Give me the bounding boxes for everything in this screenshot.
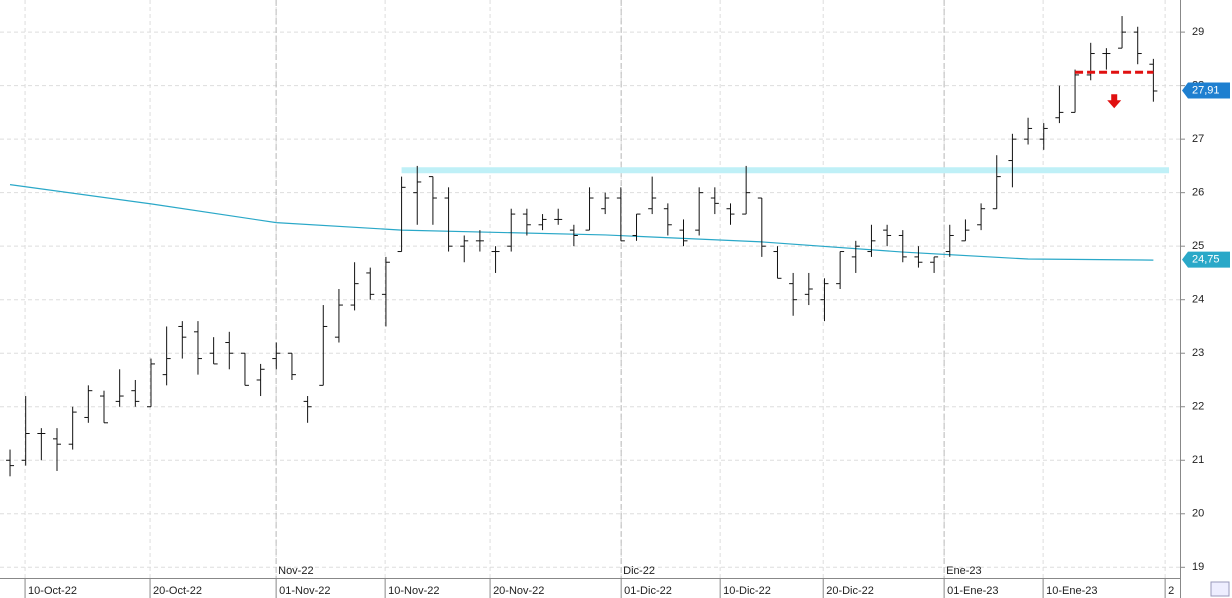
x-tick-label: 2 — [1168, 585, 1174, 597]
y-tick-label: 27 — [1192, 133, 1204, 145]
y-tick-label: 24 — [1192, 294, 1204, 306]
price-flag — [1182, 82, 1230, 99]
price-label: 27,91 — [1192, 84, 1220, 96]
x-tick-label: 20-Nov-22 — [493, 585, 544, 597]
corner-button[interactable] — [1210, 581, 1230, 597]
x-tick-label: 01-Nov-22 — [279, 585, 330, 597]
x-tick-label: 10-Dic-22 — [723, 585, 771, 597]
month-label: Nov-22 — [278, 565, 313, 577]
month-label: Dic-22 — [623, 565, 655, 577]
down-arrow — [1107, 94, 1122, 109]
y-tick-label: 21 — [1192, 454, 1204, 466]
x-tick-label: 20-Dic-22 — [826, 585, 874, 597]
x-tick-label: 01-Ene-23 — [947, 585, 998, 597]
y-tick-label: 23 — [1192, 347, 1204, 359]
y-tick-label: 19 — [1192, 561, 1204, 573]
y-tick-label: 26 — [1192, 187, 1204, 199]
y-tick-label: 20 — [1192, 508, 1204, 520]
y-tick-label: 25 — [1192, 240, 1204, 252]
y-tick-label: 22 — [1192, 401, 1204, 413]
plot-area — [0, 0, 1180, 578]
x-tick-label: 10-Ene-23 — [1046, 585, 1097, 597]
x-tick-label: 20-Oct-22 — [153, 585, 202, 597]
price-label: 24,75 — [1192, 253, 1220, 265]
price-flag — [1182, 251, 1230, 268]
x-tick-label: 10-Nov-22 — [388, 585, 439, 597]
x-tick-label: 01-Dic-22 — [624, 585, 672, 597]
y-tick-label: 29 — [1192, 26, 1204, 38]
x-tick-label: 10-Oct-22 — [28, 585, 77, 597]
moving-average — [9, 184, 1154, 261]
month-label: Ene-23 — [946, 565, 981, 577]
